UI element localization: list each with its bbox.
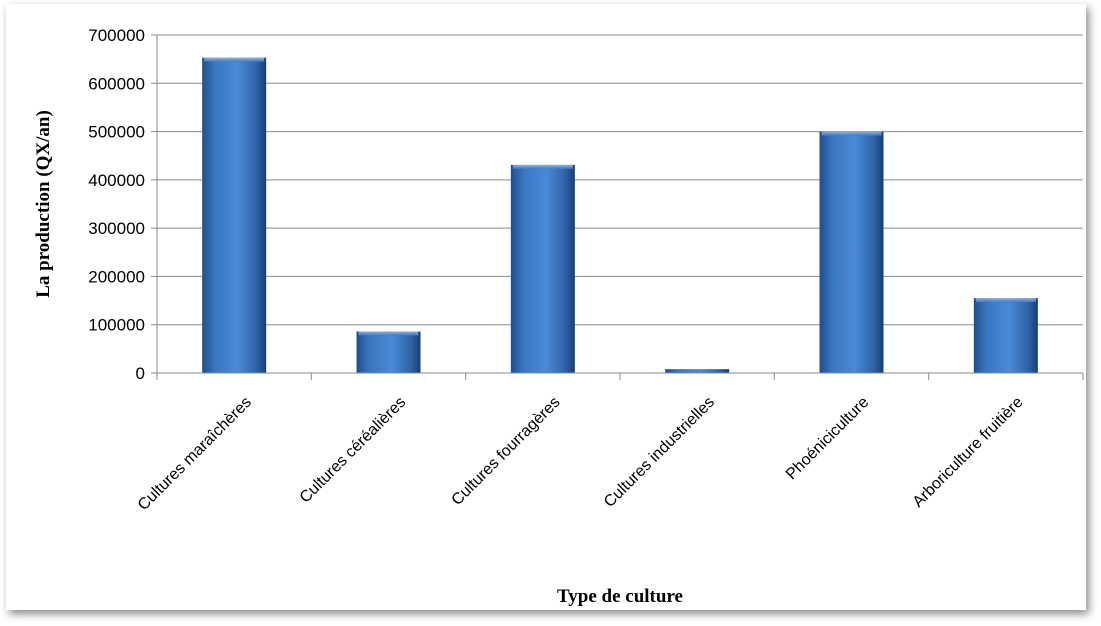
bar-highlight	[204, 57, 265, 62]
bar-highlight	[975, 298, 1036, 303]
bar	[510, 164, 575, 373]
bar	[973, 298, 1038, 373]
y-tick-label: 600000	[88, 74, 145, 93]
y-tick-labels: 0 100000 200000 300000 400000 500000 600000 700…	[88, 26, 145, 383]
y-tick-label: 200000	[88, 267, 145, 286]
x-tick-label: Arboriculture fruitière	[910, 394, 1027, 511]
bar-highlight	[821, 131, 882, 136]
x-tick-labels: Cultures maraîchères Cultures céréalières…	[135, 394, 1027, 514]
x-tick-label: Cultures fourragères	[449, 394, 564, 509]
y-tick-label: 700000	[88, 26, 145, 45]
bars	[202, 57, 1038, 374]
y-tick-label: 100000	[88, 316, 145, 335]
x-tick-label: Cultures industrielles	[601, 394, 718, 511]
y-tick-label: 500000	[88, 123, 145, 142]
y-tick-label: 400000	[88, 171, 145, 190]
gridlines	[157, 34, 1083, 326]
axes	[151, 34, 1084, 380]
bar	[202, 57, 267, 374]
bar-highlight	[358, 331, 419, 336]
x-tick-label: Cultures céréalières	[297, 394, 410, 507]
x-tick-label: Cultures maraîchères	[135, 394, 255, 514]
x-axis-title: Type de culture	[557, 586, 683, 607]
bar	[356, 331, 421, 373]
bar	[665, 369, 730, 373]
y-tick-label: 300000	[88, 219, 145, 238]
y-axis-title: La production (QX/an)	[33, 110, 54, 298]
y-tick-label: 0	[136, 364, 145, 383]
bar-highlight	[512, 164, 573, 169]
x-tick-label: Phoéniciculture	[783, 394, 872, 483]
bar	[819, 131, 884, 373]
